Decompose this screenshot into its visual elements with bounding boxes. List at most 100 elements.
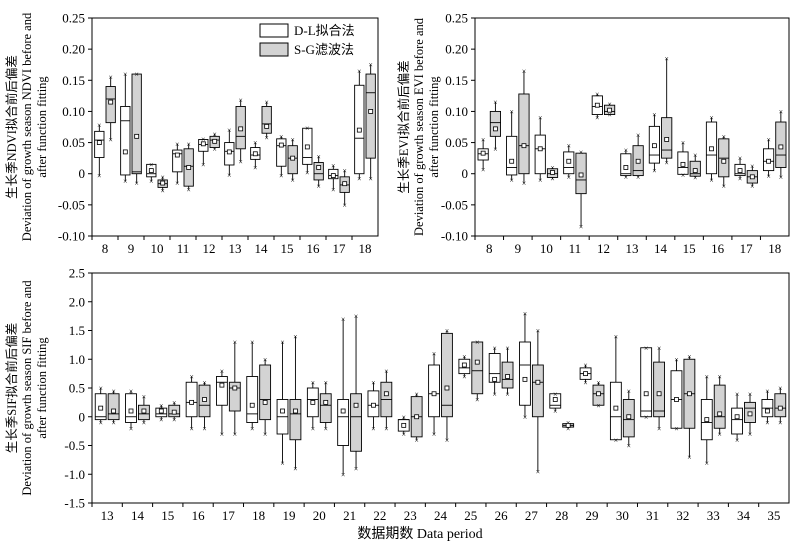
- extreme-marker: ×: [341, 315, 346, 324]
- sif-box-sg: ××: [138, 393, 150, 428]
- mean-marker: [535, 379, 541, 385]
- extreme-marker: ×: [311, 424, 316, 433]
- ndvi-box-dl: ××: [328, 162, 339, 194]
- ndvi-xtick-label: 16: [307, 241, 321, 256]
- extreme-marker: ×: [123, 177, 128, 186]
- sif-box-dl: ××: [488, 344, 501, 399]
- mean-marker: [680, 161, 686, 167]
- mean-marker: [290, 155, 296, 161]
- extreme-marker: ×: [368, 61, 373, 70]
- extreme-marker: ×: [766, 135, 771, 144]
- evi-box-sg: ××: [575, 148, 587, 232]
- extreme-marker: ×: [738, 154, 743, 163]
- extreme-marker: ×: [674, 355, 679, 364]
- mean-marker: [340, 408, 346, 414]
- evi-box-sg: ××: [604, 100, 616, 120]
- ndvi-xtick-label: 13: [229, 241, 242, 256]
- mean-marker: [521, 143, 527, 149]
- extreme-marker: ×: [614, 332, 619, 341]
- mean-marker: [323, 399, 329, 405]
- sif-ytick-label: -1.0: [64, 467, 85, 482]
- sif-xtick-label: 20: [313, 508, 326, 523]
- box-body: [471, 341, 484, 395]
- extreme-marker: ×: [657, 424, 662, 433]
- box-body: [289, 399, 302, 441]
- box-body: [216, 376, 228, 406]
- ndvi-box-dl: ××: [120, 70, 131, 186]
- mean-marker: [202, 397, 207, 402]
- sif-ytick-label: 0: [79, 409, 86, 424]
- mean-marker: [310, 399, 316, 405]
- legend-swatch-sg: [259, 42, 289, 57]
- extreme-marker: ×: [492, 344, 497, 353]
- evi-box-sg: ××: [746, 162, 758, 191]
- ndvi-box-sg: ××: [157, 173, 168, 196]
- evi-box-dl: ××: [534, 114, 546, 185]
- sif-box-sg: ××: [562, 419, 575, 433]
- extreme-marker: ×: [738, 175, 743, 184]
- evi-box-dl: ××: [477, 135, 489, 174]
- extreme-marker: ×: [462, 352, 467, 361]
- mean-marker: [522, 376, 528, 382]
- ndvi-xtick-label: 10: [151, 241, 164, 256]
- mean-marker: [232, 385, 238, 391]
- evi-ytick-label: 0: [462, 166, 469, 181]
- mean-marker: [652, 143, 657, 149]
- extreme-marker: ×: [175, 140, 180, 149]
- sif-xtick-label: 24: [434, 508, 448, 523]
- extreme-marker: ×: [579, 223, 584, 232]
- extreme-marker: ×: [149, 160, 154, 169]
- extreme-marker: ×: [636, 131, 641, 140]
- sif-ytick-label: 0.5: [69, 381, 85, 396]
- extreme-marker: ×: [401, 413, 406, 422]
- evi-boxes: ××××××××××××××××××××××××××××××××××××××××…: [477, 54, 787, 232]
- extreme-marker: ×: [509, 176, 514, 185]
- evi-box-dl: ××: [763, 135, 775, 181]
- extreme-marker: ×: [664, 54, 669, 63]
- box-body: [731, 407, 743, 435]
- extreme-marker: ×: [98, 419, 103, 428]
- ndvi-ylabel-line1: 生长季NDVI拟合前后偏差: [4, 55, 19, 199]
- mean-marker: [200, 141, 206, 147]
- box-body: [246, 376, 259, 423]
- evi-box-sg: ××: [546, 163, 559, 184]
- extreme-marker: ×: [201, 135, 206, 144]
- sif-ytick-label: 1.0: [69, 352, 85, 367]
- evi-xtick-label: 9: [515, 241, 522, 256]
- mean-marker: [186, 165, 192, 170]
- mean-marker: [505, 374, 510, 379]
- box-body: [228, 381, 241, 412]
- ndvi-box-dl: ××: [276, 132, 287, 181]
- sif-box-sg: ××: [531, 327, 544, 476]
- ndvi-xtick-label: 9: [128, 241, 135, 256]
- extreme-marker: ×: [323, 378, 328, 387]
- mean-marker: [626, 414, 632, 420]
- sif-box-sg: ××: [744, 390, 756, 439]
- evi-xtick-label: 17: [740, 241, 754, 256]
- mean-marker: [566, 158, 572, 164]
- extreme-marker: ×: [414, 390, 419, 399]
- mean-marker: [613, 405, 619, 411]
- ndvi-box-sg: ××: [131, 70, 142, 188]
- box-body: [609, 381, 622, 441]
- mean-marker: [596, 391, 601, 397]
- extreme-marker: ×: [98, 384, 103, 393]
- sif-xtick-label: 13: [101, 508, 114, 523]
- sif-box-sg: ××: [107, 387, 120, 428]
- evi-box-sg: ××: [661, 54, 673, 168]
- evi-xtick-label: 12: [597, 241, 610, 256]
- extreme-marker: ×: [253, 139, 258, 148]
- extreme-marker: ×: [553, 407, 558, 416]
- ndvi-axes: -0.10 -0.05 0 0.05 0.10 0.15 0.20 0.25 8 9 10 11 12 1…: [58, 11, 372, 257]
- sif-box-sg: ××: [380, 367, 393, 433]
- extreme-marker: ×: [765, 387, 770, 396]
- sif-axes: -1.5 -1.0 -0.5 0 0.5 1.0 1.5 2.0 2.5 13 14 15 16 17 18…: [64, 266, 780, 524]
- extreme-marker: ×: [233, 338, 238, 347]
- extreme-marker: ×: [280, 338, 285, 347]
- evi-box-dl: ××: [677, 139, 689, 180]
- extreme-marker: ×: [384, 424, 389, 433]
- mean-marker: [158, 408, 164, 414]
- ndvi-box-dl: ××: [172, 140, 183, 188]
- extreme-marker: ×: [202, 424, 207, 433]
- evi-box-dl: ××: [734, 154, 746, 184]
